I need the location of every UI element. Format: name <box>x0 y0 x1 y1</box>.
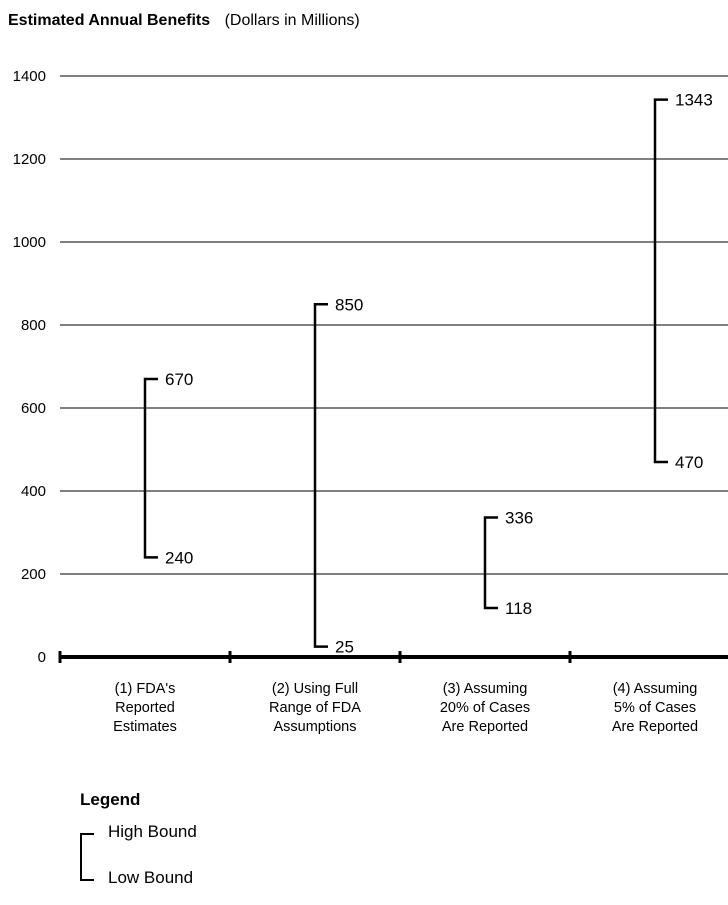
category-label-3-line-2: 20% of Cases <box>440 700 530 716</box>
y-tick-label-1400: 1400 <box>13 68 46 85</box>
range-bracket-2 <box>313 303 328 648</box>
low-value-label-1: 240 <box>165 548 193 567</box>
chart-subtitle: (Dollars in Millions) <box>224 12 360 29</box>
y-tick-label-200: 200 <box>21 566 46 583</box>
y-tick-label-800: 800 <box>21 317 46 334</box>
high-value-label-1: 670 <box>165 370 193 389</box>
category-label-2-line-1: (2) Using Full <box>272 681 358 697</box>
y-tick-label-0: 0 <box>38 649 46 666</box>
high-value-label-4: 1343 <box>675 91 713 110</box>
category-label-1-line-2: Reported <box>115 700 175 716</box>
category-label-1-line-1: (1) FDA's <box>115 681 176 697</box>
range-bracket-3 <box>483 516 498 610</box>
category-label-4-line-1: (4) Assuming <box>613 681 698 697</box>
category-label-1-line-3: Estimates <box>113 719 177 735</box>
y-tick-label-600: 600 <box>21 400 46 417</box>
range-bracket-1 <box>143 377 158 559</box>
low-value-label-3: 118 <box>505 599 532 618</box>
chart-title-block: Estimated Annual Benefits (Dollars in Mi… <box>8 12 360 30</box>
range-bracket-4 <box>653 98 668 464</box>
category-label-4-line-3: Are Reported <box>612 719 698 735</box>
legend-bracket-icon <box>80 833 94 881</box>
category-label-3-line-3: Are Reported <box>442 719 528 735</box>
legend-high-bound: High Bound <box>108 822 197 841</box>
category-label-2-line-3: Assumptions <box>273 719 356 735</box>
legend-title: Legend <box>80 790 141 809</box>
category-label-4-line-2: 5% of Cases <box>614 700 696 716</box>
low-value-label-4: 470 <box>675 453 703 472</box>
low-value-label-2: 25 <box>335 638 354 657</box>
high-value-label-3: 336 <box>505 509 533 528</box>
y-tick-label-1000: 1000 <box>13 234 46 251</box>
y-tick-label-400: 400 <box>21 483 46 500</box>
category-label-3-line-1: (3) Assuming <box>443 681 528 697</box>
category-label-2-line-2: Range of FDA <box>269 700 361 716</box>
legend-low-bound: Low Bound <box>108 868 194 887</box>
y-tick-label-1200: 1200 <box>13 151 46 168</box>
high-value-label-2: 850 <box>335 295 363 314</box>
chart-title: Estimated Annual Benefits <box>8 12 211 29</box>
